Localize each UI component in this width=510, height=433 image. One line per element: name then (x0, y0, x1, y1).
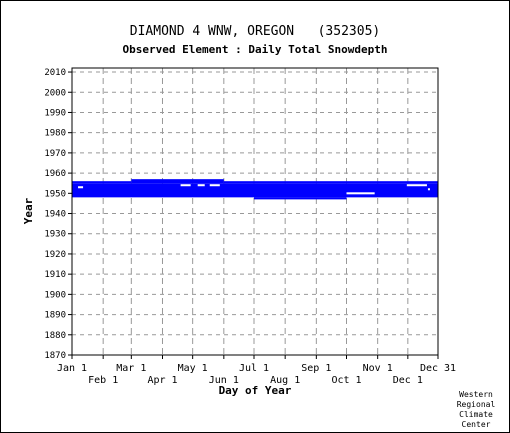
credit-line: Center (461, 420, 491, 429)
y-tick-label: 1930 (44, 230, 66, 240)
missing-data-gap (180, 184, 191, 187)
chart-title: DIAMOND 4 WNW, OREGON (352305) (129, 24, 381, 39)
y-tick-label: 1980 (44, 129, 66, 139)
x-tick-label: Jun 1 (209, 375, 239, 386)
y-tick-label: 1880 (44, 331, 66, 341)
observed-data-block (72, 181, 132, 184)
y-tick-label: 1910 (44, 270, 66, 280)
missing-data-gap (197, 184, 205, 187)
y-axis-label: Year (22, 197, 35, 224)
missing-data-gap (427, 188, 430, 191)
observed-data-block (131, 179, 224, 184)
y-tick-label: 1900 (44, 290, 66, 300)
y-tick-label: 1950 (44, 189, 66, 199)
credit-line: Regional (456, 400, 496, 409)
observed-data-block (72, 183, 438, 198)
y-tick-label: 1960 (44, 169, 66, 179)
observed-data-block (223, 181, 438, 184)
credit-line: Climate (459, 410, 493, 419)
x-tick-label: Mar 1 (116, 363, 146, 374)
data-layer (72, 179, 438, 200)
y-tick-label: 1970 (44, 149, 66, 159)
observed-data-block (253, 197, 347, 200)
x-tick-label: Nov 1 (363, 363, 393, 374)
y-tick-label: 1990 (44, 108, 66, 118)
missing-data-gap (346, 192, 375, 195)
x-tick-label: Jul 1 (239, 363, 269, 374)
x-tick-label: Jan 1 (57, 363, 87, 374)
plot-area (71, 67, 439, 356)
missing-data-gap (209, 184, 220, 187)
x-tick-label: Dec 31 (420, 363, 456, 374)
credit-line: Western (459, 390, 493, 399)
y-tick-label: 2010 (44, 68, 66, 78)
y-tick-label: 1920 (44, 250, 66, 260)
x-axis-label: Day of Year (219, 384, 292, 397)
x-tick-label: Dec 1 (393, 375, 423, 386)
x-tick-label: Feb 1 (88, 375, 118, 386)
credit-block: Western Regional Climate Center (446, 390, 506, 430)
missing-data-gap (406, 184, 427, 187)
chart-subtitle: Observed Element : Daily Total Snowdepth (122, 43, 388, 56)
missing-data-gap (78, 186, 84, 189)
x-tick-label: Oct 1 (331, 375, 361, 386)
y-tick-label: 1890 (44, 311, 66, 321)
x-tick-label: Aug 1 (270, 375, 300, 386)
y-axis: 1870 1880 1890 1900 1910 1920 1930 1940 1950 1960… (44, 68, 72, 361)
y-tick-label: 1870 (44, 351, 66, 361)
x-tick-label: Sep 1 (301, 363, 331, 374)
x-tick-label: May 1 (178, 363, 208, 374)
grid-layer (72, 68, 438, 356)
x-tick-label: Apr 1 (147, 375, 177, 386)
y-tick-label: 1940 (44, 210, 66, 220)
y-tick-label: 2000 (44, 88, 66, 98)
